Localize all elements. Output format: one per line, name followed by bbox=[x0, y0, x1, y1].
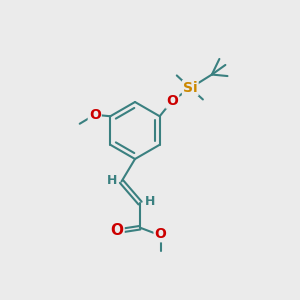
Text: O: O bbox=[154, 227, 166, 241]
Text: Si: Si bbox=[183, 81, 198, 95]
Text: O: O bbox=[110, 223, 124, 238]
Text: O: O bbox=[166, 94, 178, 108]
Text: H: H bbox=[145, 195, 155, 208]
Text: O: O bbox=[89, 108, 101, 122]
Text: H: H bbox=[107, 173, 117, 187]
